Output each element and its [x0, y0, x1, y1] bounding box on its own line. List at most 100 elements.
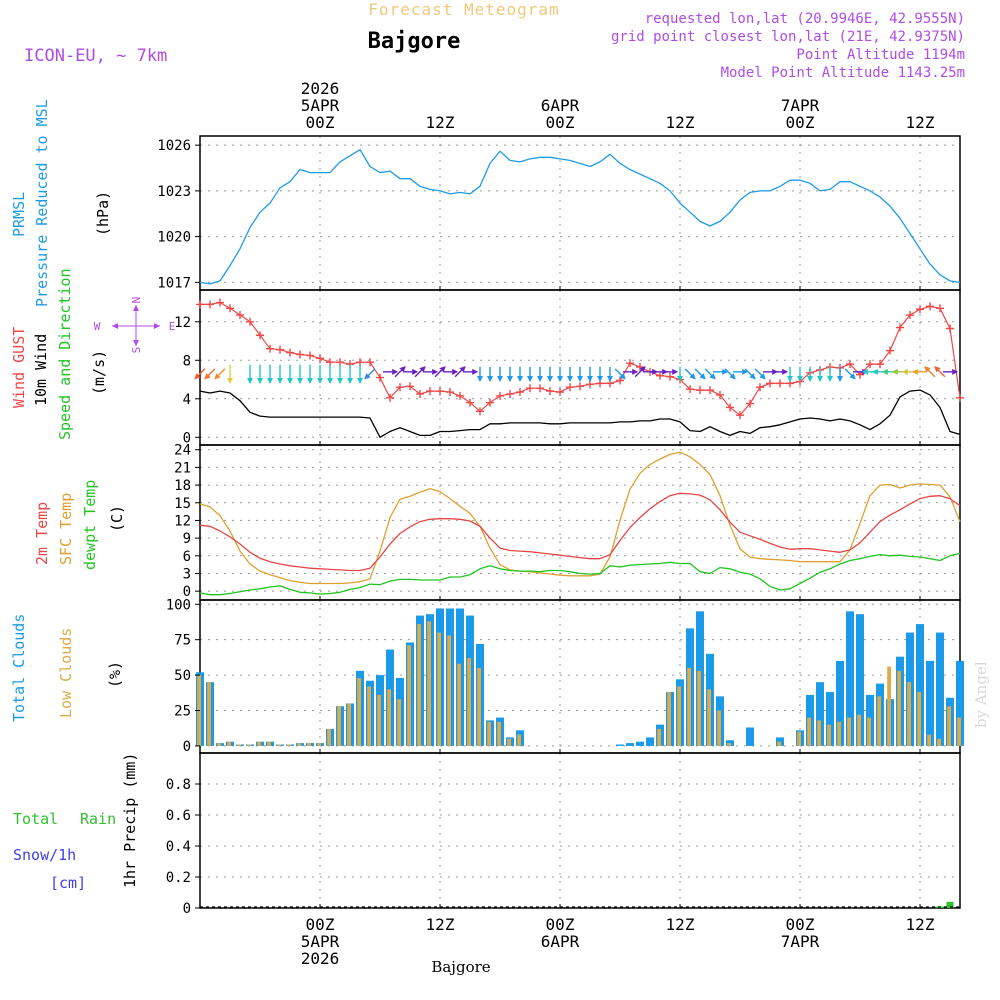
wind-arrow [394, 366, 406, 378]
bottom-time-label: 00Z [306, 915, 335, 934]
ytick-label-pressure-1017: 1017 [157, 275, 191, 291]
bar-low-clouds [317, 743, 321, 746]
ytick-label-clouds-25: 25 [174, 704, 191, 720]
gust-marker [266, 344, 274, 353]
ytick-label-precip-0.2: 0.2 [166, 870, 191, 886]
bar-low-clouds [517, 734, 521, 746]
bar-total-clouds [646, 737, 654, 746]
bar-total-clouds [846, 611, 854, 746]
bar-low-clouds [277, 744, 281, 746]
wind-arrow [454, 366, 466, 378]
label-percent: (%) [106, 661, 124, 688]
bar-low-clouds [327, 728, 331, 746]
bar-total-clouds [916, 624, 924, 746]
ytick-label-temperature-0: 0 [183, 584, 191, 600]
gust-marker [616, 376, 624, 385]
gust-marker [946, 324, 954, 333]
bar-low-clouds [957, 717, 961, 746]
bar-low-clouds [917, 692, 921, 746]
bar-low-clouds [947, 706, 951, 746]
gust-marker [956, 393, 964, 402]
bar-low-clouds [827, 724, 831, 746]
bottom-time-label: 12Z [666, 915, 695, 934]
bar-low-clouds [447, 635, 451, 746]
compass-e-arrowhead [154, 323, 160, 329]
wind-arrow [214, 368, 226, 380]
gust-marker [406, 382, 414, 391]
label-pressure-desc: Pressure Reduced to MSL [33, 99, 51, 307]
bar-low-clouds [667, 692, 671, 746]
gust-marker [426, 387, 434, 396]
bar-low-clouds [417, 624, 421, 746]
ytick-label-clouds-100: 100 [166, 597, 191, 613]
label-celsius: (C) [108, 505, 126, 532]
gust-marker [626, 359, 634, 368]
bottom-time-label: 6APR [541, 932, 580, 951]
top-time-label: 12Z [426, 113, 455, 132]
ytick-label-precip-0: 0 [183, 901, 191, 917]
wind-arrow [614, 368, 626, 380]
bar-low-clouds [267, 741, 271, 746]
label-snow: Snow/1h [13, 846, 76, 864]
gust-marker [286, 348, 294, 357]
y-tick-labels-layer: 1017102010231026048120369121518212402550… [157, 138, 921, 917]
gust-marker [206, 300, 214, 309]
gust-marker [506, 389, 514, 398]
ytick-label-clouds-50: 50 [174, 668, 191, 684]
compass-s: S [130, 347, 143, 354]
bar-low-clouds [477, 668, 481, 746]
bar-low-clouds [257, 741, 261, 746]
bar-low-clouds [497, 721, 501, 746]
footer-station: Bajgore [431, 958, 490, 976]
gust-marker [456, 391, 464, 400]
bar-low-clouds [407, 645, 411, 746]
ytick-label-temperature-21: 21 [174, 460, 191, 476]
bar-low-clouds [707, 689, 711, 746]
bar-low-clouds [717, 710, 721, 746]
bar-low-clouds [437, 632, 441, 746]
panel-frames [199, 135, 961, 909]
bottom-time-label: 00Z [546, 915, 575, 934]
wind-arrow [754, 368, 766, 380]
bar-low-clouds [697, 670, 701, 746]
gust-marker [446, 388, 454, 397]
wind-arrow [724, 368, 736, 380]
bar-low-clouds [797, 731, 801, 746]
ytick-label-pressure-1023: 1023 [157, 184, 191, 200]
top-time-label: 6APR [541, 96, 580, 115]
model-altitude: Model Point Altitude 1143.25m [721, 65, 965, 81]
bar-low-clouds [377, 694, 381, 746]
bar-low-clouds [307, 743, 311, 746]
bar-low-clouds [227, 741, 231, 746]
bar-low-clouds [237, 744, 241, 746]
bar-low-clouds [427, 621, 431, 746]
wind-arrow [434, 366, 446, 378]
gust-marker [866, 360, 874, 369]
gust-marker [916, 305, 924, 314]
gust-marker [256, 331, 264, 340]
gust-marker [566, 383, 574, 392]
gust-marker [706, 386, 714, 395]
gust-marker [746, 399, 754, 408]
bar-low-clouds [687, 668, 691, 746]
top-time-label: 12Z [666, 113, 695, 132]
bar-total-clouds [826, 692, 834, 746]
top-time-label: 2026 [301, 79, 340, 98]
bar-total-clouds [816, 682, 824, 746]
compass-s-arrowhead [133, 340, 139, 346]
bottom-time-label: 5APR [301, 932, 340, 951]
ytick-label-temperature-12: 12 [174, 513, 191, 529]
bar-low-clouds [287, 744, 291, 746]
gust-marker [486, 398, 494, 407]
gust-marker [886, 346, 894, 355]
label-hpa: (hPa) [94, 191, 112, 236]
bar-total-clouds [616, 744, 624, 746]
gust-marker [586, 380, 594, 389]
compass-n: N [130, 297, 143, 304]
bar-total-clouds [746, 727, 754, 746]
gust-marker [466, 398, 474, 407]
gust-marker [696, 386, 704, 395]
gust-marker [376, 373, 384, 382]
ytick-label-clouds-75: 75 [174, 633, 191, 649]
